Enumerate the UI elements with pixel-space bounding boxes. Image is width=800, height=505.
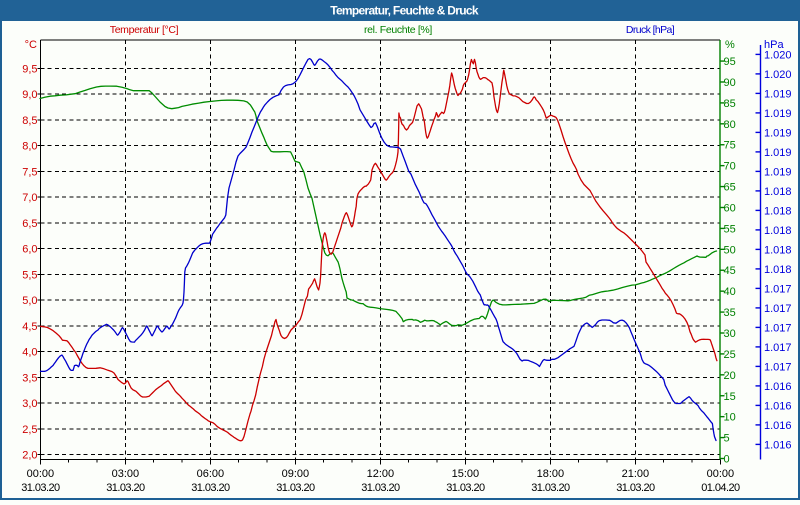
svg-text:31.03.20: 31.03.20 xyxy=(446,482,485,494)
svg-text:1.017: 1.017 xyxy=(764,342,792,354)
svg-text:hPa: hPa xyxy=(764,39,784,51)
svg-text:3,5: 3,5 xyxy=(22,372,37,384)
svg-text:31.03.20: 31.03.20 xyxy=(361,482,400,494)
svg-text:15: 15 xyxy=(724,391,736,403)
svg-text:8,0: 8,0 xyxy=(22,141,37,153)
svg-text:rel. Feuchte [%]: rel. Feuchte [%] xyxy=(364,24,432,36)
svg-text:1.017: 1.017 xyxy=(764,361,792,373)
svg-text:70: 70 xyxy=(724,161,736,173)
svg-text:1.019: 1.019 xyxy=(764,127,792,139)
svg-text:1.016: 1.016 xyxy=(764,420,792,432)
svg-text:%: % xyxy=(725,39,735,51)
svg-text:60: 60 xyxy=(724,202,736,214)
svg-text:1.017: 1.017 xyxy=(764,303,792,315)
svg-text:1.016: 1.016 xyxy=(764,439,792,451)
svg-text:1.017: 1.017 xyxy=(764,283,792,295)
svg-text:10: 10 xyxy=(724,412,736,424)
svg-text:1.017: 1.017 xyxy=(764,322,792,334)
svg-text:1.018: 1.018 xyxy=(764,225,792,237)
svg-text:12:00: 12:00 xyxy=(367,468,395,480)
svg-text:09:00: 09:00 xyxy=(282,468,310,480)
svg-text:5,5: 5,5 xyxy=(22,269,37,281)
svg-text:1.020: 1.020 xyxy=(764,49,792,61)
svg-text:1.016: 1.016 xyxy=(764,400,792,412)
svg-text:65: 65 xyxy=(724,182,736,194)
svg-text:15:00: 15:00 xyxy=(452,468,480,480)
svg-text:7,5: 7,5 xyxy=(22,166,37,178)
svg-text:30: 30 xyxy=(724,328,736,340)
svg-text:03:00: 03:00 xyxy=(112,468,140,480)
svg-text:20: 20 xyxy=(724,370,736,382)
svg-text:35: 35 xyxy=(724,307,736,319)
svg-text:7,0: 7,0 xyxy=(22,192,37,204)
svg-text:90: 90 xyxy=(724,77,736,89)
svg-text:21:00: 21:00 xyxy=(622,468,650,480)
svg-text:5,0: 5,0 xyxy=(22,295,37,307)
svg-text:31.03.20: 31.03.20 xyxy=(531,482,570,494)
svg-text:1.019: 1.019 xyxy=(764,108,792,120)
svg-text:75: 75 xyxy=(724,140,736,152)
svg-text:8,5: 8,5 xyxy=(22,115,37,127)
svg-text:1.019: 1.019 xyxy=(764,147,792,159)
svg-text:°C: °C xyxy=(25,39,37,51)
svg-text:5: 5 xyxy=(724,433,730,445)
svg-text:6,0: 6,0 xyxy=(22,244,37,256)
svg-text:9,0: 9,0 xyxy=(22,89,37,101)
svg-text:6,5: 6,5 xyxy=(22,218,37,230)
svg-text:55: 55 xyxy=(724,223,736,235)
svg-text:31.03.20: 31.03.20 xyxy=(616,482,655,494)
svg-text:01.04.20: 01.04.20 xyxy=(701,482,740,494)
svg-text:1.020: 1.020 xyxy=(764,69,792,81)
svg-text:31.03.20: 31.03.20 xyxy=(191,482,230,494)
svg-text:1.016: 1.016 xyxy=(764,381,792,393)
svg-text:06:00: 06:00 xyxy=(197,468,225,480)
svg-text:3,0: 3,0 xyxy=(22,398,37,410)
svg-text:1.019: 1.019 xyxy=(764,88,792,100)
svg-text:1.019: 1.019 xyxy=(764,166,792,178)
svg-text:31.03.20: 31.03.20 xyxy=(21,482,60,494)
svg-text:85: 85 xyxy=(724,98,736,110)
svg-text:80: 80 xyxy=(724,119,736,131)
svg-text:Druck [hPa]: Druck [hPa] xyxy=(626,24,675,36)
svg-text:0: 0 xyxy=(724,454,730,466)
svg-text:00:00: 00:00 xyxy=(27,468,55,480)
svg-text:2,0: 2,0 xyxy=(22,450,37,462)
svg-text:4,0: 4,0 xyxy=(22,347,37,359)
svg-text:2,5: 2,5 xyxy=(22,424,37,436)
svg-text:25: 25 xyxy=(724,349,736,361)
svg-text:9,5: 9,5 xyxy=(22,63,37,75)
svg-text:4,5: 4,5 xyxy=(22,321,37,333)
svg-text:40: 40 xyxy=(724,286,736,298)
svg-text:1.018: 1.018 xyxy=(764,244,792,256)
svg-text:1.018: 1.018 xyxy=(764,264,792,276)
svg-text:31.03.20: 31.03.20 xyxy=(276,482,315,494)
svg-text:45: 45 xyxy=(724,265,736,277)
svg-text:31.03.20: 31.03.20 xyxy=(106,482,145,494)
svg-text:50: 50 xyxy=(724,244,736,256)
svg-text:Temperatur, Feuchte & Druck: Temperatur, Feuchte & Druck xyxy=(330,3,479,17)
svg-text:1.018: 1.018 xyxy=(764,205,792,217)
svg-text:00:00: 00:00 xyxy=(707,468,735,480)
svg-text:1.018: 1.018 xyxy=(764,186,792,198)
svg-text:95: 95 xyxy=(724,56,736,68)
svg-text:Temperatur [°C]: Temperatur [°C] xyxy=(110,24,179,36)
svg-text:18:00: 18:00 xyxy=(537,468,565,480)
